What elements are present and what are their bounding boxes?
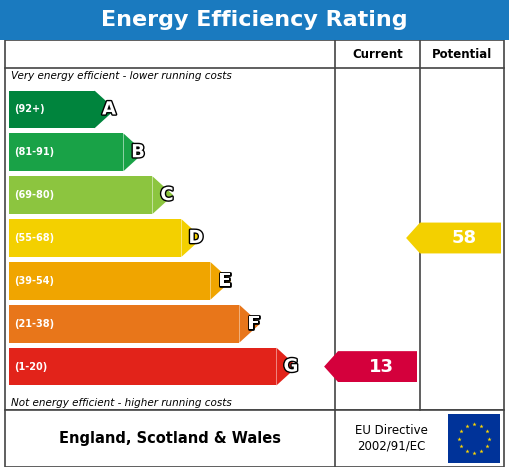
Text: (21-38): (21-38)	[14, 318, 54, 329]
Bar	[5, 410, 504, 467]
Text: (39-54): (39-54)	[14, 276, 54, 286]
Polygon shape	[406, 223, 501, 254]
Bar	[9, 262, 210, 300]
Text: (69-80): (69-80)	[14, 190, 54, 200]
Text: 58: 58	[452, 229, 477, 247]
Text: C: C	[160, 186, 174, 204]
Bar	[448, 414, 500, 463]
Text: EU Directive
2002/91/EC: EU Directive 2002/91/EC	[355, 425, 428, 453]
Bar	[9, 176, 153, 214]
Bar	[9, 348, 276, 385]
Polygon shape	[95, 91, 115, 128]
Text: Very energy efficient - lower running costs: Very energy efficient - lower running co…	[11, 71, 232, 81]
Text: Energy Efficiency Rating: Energy Efficiency Rating	[101, 10, 408, 30]
Text: D: D	[188, 229, 204, 247]
Text: England, Scotland & Wales: England, Scotland & Wales	[59, 431, 281, 446]
Text: 13: 13	[369, 358, 394, 375]
Bar	[5, 40, 504, 410]
Text: Not energy efficient - higher running costs: Not energy efficient - higher running co…	[11, 398, 232, 408]
Text: (81-91): (81-91)	[14, 147, 54, 157]
Text: (92+): (92+)	[14, 105, 45, 114]
Text: (1-20): (1-20)	[14, 361, 47, 372]
Polygon shape	[276, 348, 297, 385]
Bar	[9, 219, 181, 257]
Bar	[9, 91, 95, 128]
Bar	[9, 134, 124, 171]
Polygon shape	[153, 176, 173, 214]
Text: B: B	[131, 143, 145, 161]
Text: F: F	[248, 315, 260, 333]
Text: E: E	[219, 272, 231, 290]
Polygon shape	[124, 134, 144, 171]
Text: Current: Current	[352, 48, 403, 61]
Text: G: G	[284, 358, 298, 375]
Bar	[0, 0, 509, 40]
Text: A: A	[102, 100, 116, 119]
Bar	[9, 305, 239, 343]
Polygon shape	[239, 305, 260, 343]
Polygon shape	[181, 219, 202, 257]
Polygon shape	[324, 351, 417, 382]
Text: Potential: Potential	[432, 48, 492, 61]
Text: (55-68): (55-68)	[14, 233, 54, 243]
Polygon shape	[210, 262, 231, 300]
